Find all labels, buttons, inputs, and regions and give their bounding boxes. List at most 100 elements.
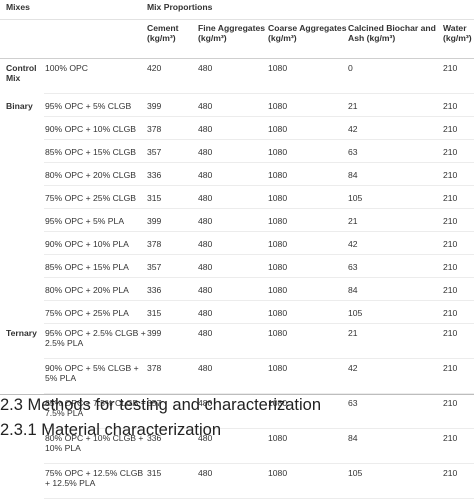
section-heading: 2.3 Methods for testing and characteriza… (0, 396, 322, 414)
biochar-cell: 21 (348, 208, 443, 232)
cement-cell: 336 (147, 277, 198, 301)
fine-cell: 480 (198, 254, 268, 278)
table-row: 80% OPC + 20% CLGB 336 480 1080 84 210 (0, 162, 474, 186)
fine-cell: 480 (198, 393, 268, 429)
water-cell: 210 (443, 254, 474, 278)
coarse-cell: 1080 (268, 231, 348, 255)
cement-cell: 378 (147, 358, 198, 394)
table-row: Control Mix 100% OPC 420 480 1080 0 210 (0, 58, 474, 94)
mix-cell: 85% OPC + 15% PLA (44, 254, 147, 278)
water-cell: 210 (443, 463, 474, 499)
table-row: 85% OPC + 7.5% CLGB + 7.5% PLA 357 480 1080… (0, 393, 474, 429)
fine-cell: 480 (198, 231, 268, 255)
table-row: 90% OPC + 10% CLGB 378 480 1080 42 210 (0, 116, 474, 140)
header-cement: Cement (kg/m³) (147, 19, 198, 59)
biochar-cell: 0 (348, 58, 443, 94)
biochar-cell: 42 (348, 358, 443, 394)
water-cell: 210 (443, 58, 474, 94)
header-fine-aggregates: Fine Aggregates (kg/m³) (198, 19, 268, 59)
mix-cell: 85% OPC + 15% CLGB (44, 139, 147, 163)
fine-cell: 480 (198, 300, 268, 324)
cement-cell: 399 (147, 323, 198, 359)
table-row: 85% OPC + 15% PLA 357 480 1080 63 210 (0, 254, 474, 278)
cement-cell: 357 (147, 254, 198, 278)
cement-cell: 420 (147, 58, 198, 94)
mix-cell: 75% OPC + 25% PLA (44, 300, 147, 324)
group-label: Control Mix (6, 63, 37, 83)
biochar-cell: 42 (348, 231, 443, 255)
group-label: Binary (6, 100, 33, 111)
coarse-cell: 1080 (268, 185, 348, 209)
fine-cell: 480 (198, 58, 268, 94)
table-row: 95% OPC + 5% PLA 399 480 1080 21 210 (0, 208, 474, 232)
water-cell: 210 (443, 116, 474, 140)
header-calcined-biochar: Calcined Biochar and Ash (kg/m³) (348, 19, 443, 59)
fine-cell: 480 (198, 93, 268, 117)
mix-cell: 90% OPC + 10% CLGB (44, 116, 147, 140)
biochar-cell: 105 (348, 300, 443, 324)
mix-cell: 95% OPC + 5% CLGB (44, 93, 147, 117)
coarse-cell: 1080 (268, 254, 348, 278)
biochar-cell: 42 (348, 116, 443, 140)
water-cell: 210 (443, 208, 474, 232)
table-row: 75% OPC + 25% CLGB 315 480 1080 105 210 (0, 185, 474, 209)
water-cell: 210 (443, 323, 474, 359)
mix-cell: 95% OPC + 5% PLA (44, 208, 147, 232)
cement-cell: 336 (147, 162, 198, 186)
mix-cell: 75% OPC + 12.5% CLGB + 12.5% PLA (44, 463, 147, 499)
header-mix-proportions: Mix Proportions (147, 0, 474, 20)
coarse-cell: 1080 (268, 393, 348, 429)
subsection-heading: 2.3.1 Material characterization (0, 421, 222, 439)
fine-cell: 480 (198, 208, 268, 232)
biochar-cell: 21 (348, 323, 443, 359)
coarse-cell: 1080 (268, 300, 348, 324)
header-mixes: Mixes (0, 0, 44, 20)
biochar-cell: 105 (348, 463, 443, 499)
water-cell: 210 (443, 231, 474, 255)
water-cell: 210 (443, 93, 474, 117)
cement-cell: 399 (147, 93, 198, 117)
group-label: Ternary (6, 327, 37, 338)
coarse-cell: 1080 (268, 428, 348, 464)
water-cell: 210 (443, 139, 474, 163)
table-row: 90% OPC + 5% CLGB + 5% PLA 378 480 1080 42 21… (0, 358, 474, 394)
mix-cell: 80% OPC + 20% PLA (44, 277, 147, 301)
cement-cell: 315 (147, 463, 198, 499)
table-row: 85% OPC + 15% CLGB 357 480 1080 63 210 (0, 139, 474, 163)
cement-cell: 399 (147, 208, 198, 232)
biochar-cell: 84 (348, 162, 443, 186)
fine-cell: 480 (198, 185, 268, 209)
water-cell: 210 (443, 428, 474, 464)
coarse-cell: 1080 (268, 277, 348, 301)
table-row: 75% OPC + 25% PLA 315 480 1080 105 210 (0, 300, 474, 324)
cement-cell: 378 (147, 116, 198, 140)
table-row: 80% OPC + 20% PLA 336 480 1080 84 210 (0, 277, 474, 301)
fine-cell: 480 (198, 463, 268, 499)
coarse-cell: 1080 (268, 93, 348, 117)
coarse-cell: 1080 (268, 208, 348, 232)
water-cell: 210 (443, 300, 474, 324)
water-cell: 210 (443, 358, 474, 394)
water-cell: 210 (443, 162, 474, 186)
header-water: Water (kg/m³) (443, 19, 474, 59)
biochar-cell: 21 (348, 93, 443, 117)
coarse-cell: 1080 (268, 116, 348, 140)
mix-cell: 75% OPC + 25% CLGB (44, 185, 147, 209)
fine-cell: 480 (198, 116, 268, 140)
header-coarse-aggregates: Coarse Aggregates (kg/m³) (268, 19, 348, 59)
fine-cell: 480 (198, 277, 268, 301)
fine-cell: 480 (198, 358, 268, 394)
mix-cell: 85% OPC + 7.5% CLGB + 7.5% PLA (44, 393, 147, 429)
fine-cell: 480 (198, 323, 268, 359)
biochar-cell: 84 (348, 277, 443, 301)
coarse-cell: 1080 (268, 323, 348, 359)
mix-cell: 90% OPC + 5% CLGB + 5% PLA (44, 358, 147, 394)
cement-cell: 315 (147, 185, 198, 209)
table-row: 75% OPC + 12.5% CLGB + 12.5% PLA 315 480 10… (0, 463, 474, 499)
biochar-cell: 84 (348, 428, 443, 464)
mix-cell: 100% OPC (44, 58, 147, 94)
mix-cell: 80% OPC + 20% CLGB (44, 162, 147, 186)
water-cell: 210 (443, 393, 474, 429)
biochar-cell: 63 (348, 139, 443, 163)
